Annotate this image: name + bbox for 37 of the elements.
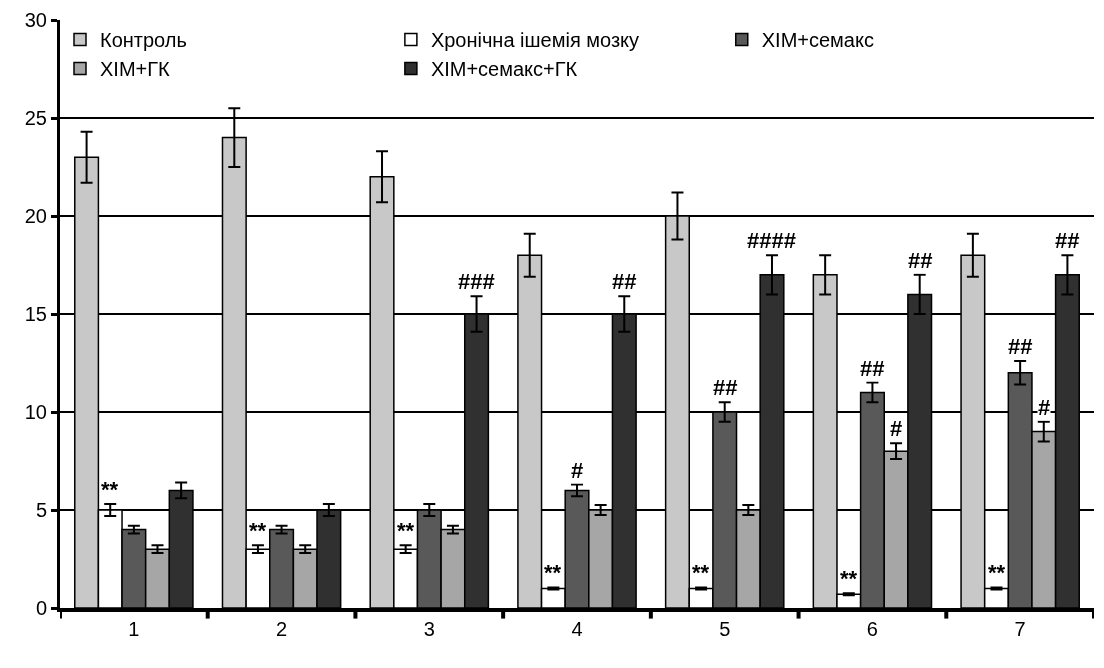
x-tick-label: 1 (128, 618, 140, 640)
legend-label: ХІМ+семакс+ГК (430, 58, 578, 81)
data-label: ** (988, 560, 1006, 585)
legend-label: ХІМ+семакс (761, 29, 874, 52)
y-tick-label: 10 (24, 401, 47, 423)
x-tick-label: 2 (276, 618, 288, 640)
data-label: # (571, 458, 584, 483)
y-tick-label: 25 (24, 107, 47, 129)
x-tick-label: 4 (571, 618, 583, 640)
data-label: ** (544, 560, 562, 585)
data-label: ## (1008, 334, 1033, 359)
y-tick-label: 15 (24, 303, 47, 325)
data-label: ** (397, 518, 415, 543)
x-tick-label: 7 (1014, 618, 1026, 640)
data-label: ** (840, 566, 858, 591)
y-tick-label: 0 (35, 597, 47, 619)
data-label: ## (713, 375, 738, 400)
data-label: ** (101, 477, 119, 502)
data-label: # (890, 416, 903, 441)
legend-label: Контроль (100, 29, 187, 52)
y-tick-label: 5 (35, 499, 47, 521)
x-tick-label: 6 (866, 618, 878, 640)
data-label: ### (458, 269, 495, 294)
data-label: ## (612, 269, 637, 294)
data-label: #### (747, 228, 796, 253)
data-label: ## (908, 248, 933, 273)
y-tick-label: 20 (24, 205, 47, 227)
data-label: ## (860, 356, 885, 381)
legend-label: ХІМ+ГК (100, 58, 171, 81)
y-tick-label: 30 (24, 9, 47, 31)
legend-label: Хронічна ішемія мозку (430, 29, 640, 52)
data-label: ** (249, 518, 267, 543)
x-tick-label: 5 (719, 618, 731, 640)
data-label: ## (1055, 228, 1080, 253)
data-label: # (1038, 395, 1051, 420)
data-label: ** (692, 560, 710, 585)
x-tick-label: 3 (423, 618, 435, 640)
